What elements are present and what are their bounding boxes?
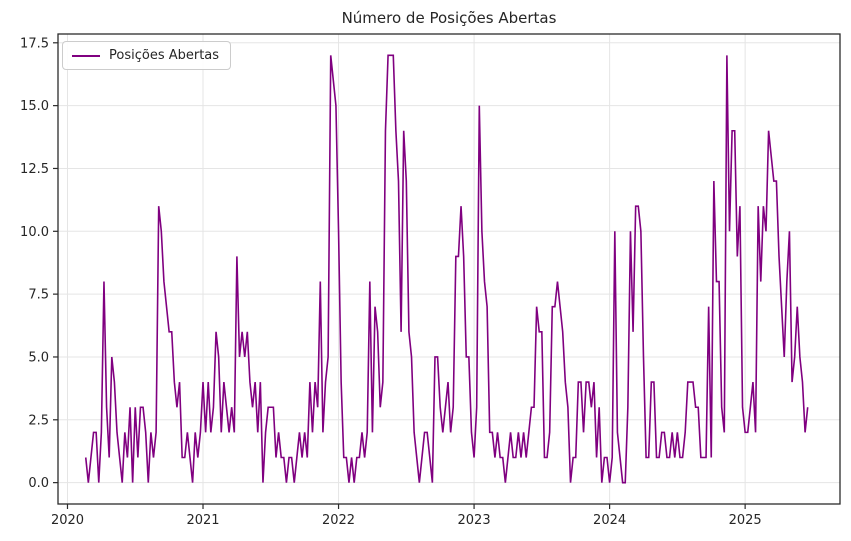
legend-label: Posições Abertas xyxy=(109,48,220,63)
x-tick-label: 2023 xyxy=(458,513,491,528)
axes-spines xyxy=(57,33,841,505)
y-tick-label: 5.0 xyxy=(28,350,49,365)
chart-title: Número de Posições Abertas xyxy=(341,9,557,27)
y-tick-label: 7.5 xyxy=(28,288,49,303)
legend: Posições Abertas xyxy=(62,41,232,70)
x-tick-label: 2024 xyxy=(593,513,626,528)
y-tick-label: 0.0 xyxy=(28,476,49,491)
x-tick-label: 2020 xyxy=(51,513,84,528)
x-tick-label: 2021 xyxy=(186,513,219,528)
y-tick-label: 17.5 xyxy=(20,36,49,51)
y-tick-label: 2.5 xyxy=(28,413,49,428)
data-line-posicoes-abertas xyxy=(84,54,809,484)
legend-line-sample-icon xyxy=(72,54,100,57)
y-tick-label: 12.5 xyxy=(20,162,49,177)
x-tick-label: 2025 xyxy=(729,513,762,528)
y-tick-label: 15.0 xyxy=(20,99,49,114)
y-tick-label: 10.0 xyxy=(20,225,49,240)
x-tick-label: 2022 xyxy=(322,513,355,528)
